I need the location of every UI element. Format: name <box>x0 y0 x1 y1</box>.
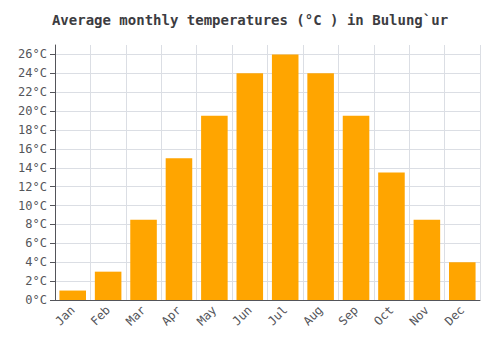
svg-text:Mar: Mar <box>123 303 148 328</box>
svg-text:May: May <box>194 303 219 328</box>
svg-text:Jan: Jan <box>52 303 77 328</box>
svg-text:16°C: 16°C <box>18 142 47 156</box>
svg-text:Jun: Jun <box>230 303 255 328</box>
svg-text:22°C: 22°C <box>18 85 47 99</box>
svg-text:Oct: Oct <box>371 303 396 328</box>
svg-text:Apr: Apr <box>159 303 184 328</box>
svg-text:0°C: 0°C <box>25 293 47 307</box>
svg-text:12°C: 12°C <box>18 180 47 194</box>
svg-text:26°C: 26°C <box>18 47 47 61</box>
svg-text:Sep: Sep <box>336 303 361 328</box>
svg-text:6°C: 6°C <box>25 236 47 250</box>
svg-text:18°C: 18°C <box>18 123 47 137</box>
svg-text:Aug: Aug <box>300 303 325 328</box>
svg-text:2°C: 2°C <box>25 274 47 288</box>
svg-text:Feb: Feb <box>88 303 113 328</box>
svg-text:4°C: 4°C <box>25 255 47 269</box>
svg-text:Nov: Nov <box>407 303 432 328</box>
svg-text:20°C: 20°C <box>18 104 47 118</box>
svg-text:8°C: 8°C <box>25 217 47 231</box>
svg-text:Average monthly temperatures (: Average monthly temperatures (°C ) in Bu… <box>52 12 448 28</box>
svg-text:14°C: 14°C <box>18 161 47 175</box>
svg-text:10°C: 10°C <box>18 199 47 213</box>
svg-text:24°C: 24°C <box>18 66 47 80</box>
svg-text:Jul: Jul <box>265 303 290 328</box>
svg-text:Dec: Dec <box>442 303 467 328</box>
